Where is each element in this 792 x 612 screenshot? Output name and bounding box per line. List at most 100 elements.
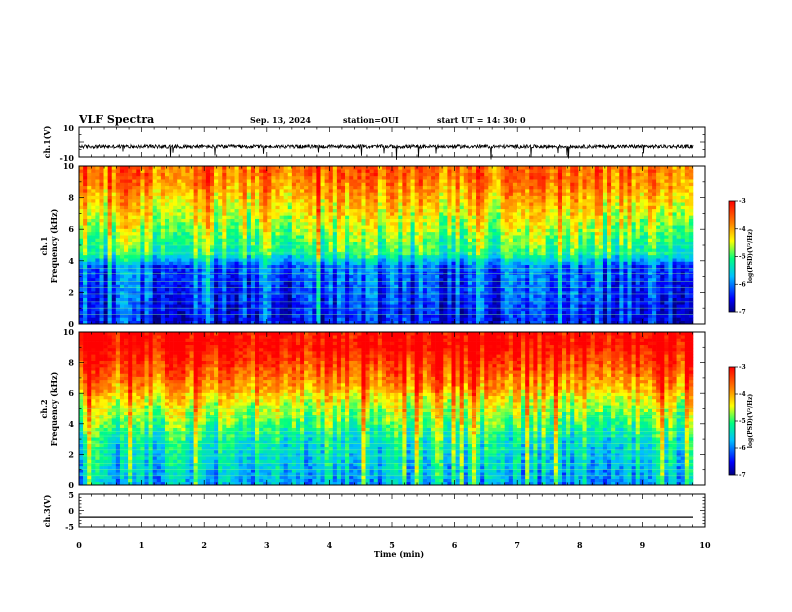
spectrogram-cell xyxy=(459,297,465,302)
spectrogram-cell xyxy=(185,297,190,302)
spectrogram-cell xyxy=(471,228,477,233)
spectrogram-cell xyxy=(271,281,276,285)
spectrogram-cell xyxy=(492,268,497,272)
spectrogram-cell xyxy=(332,274,338,279)
spectrogram-cell xyxy=(381,258,387,262)
spectrogram-cell xyxy=(320,320,325,325)
spectrogram-cell xyxy=(390,261,395,266)
spectrogram-cell xyxy=(394,198,399,203)
spectrogram-cell xyxy=(410,268,415,272)
spectrogram-cell xyxy=(283,212,289,216)
spectrogram-cell xyxy=(242,208,248,213)
spectrogram-cell xyxy=(95,258,100,262)
spectrogram-cell xyxy=(332,185,338,190)
spectrogram-cell xyxy=(279,310,284,315)
spectrogram-cell xyxy=(128,235,133,239)
spectrogram-cell xyxy=(234,182,239,187)
spectrogram-cell xyxy=(169,287,174,292)
spectrogram-cell xyxy=(336,212,342,216)
spectrogram-cell xyxy=(119,195,125,200)
spectrogram-cell xyxy=(259,314,264,318)
spectrogram-cell xyxy=(492,314,497,318)
spectrogram-cell xyxy=(369,172,375,177)
spectrogram-cell xyxy=(169,205,174,210)
spectrogram-cell xyxy=(234,231,239,236)
spectrogram-cell xyxy=(357,264,362,269)
spectrogram-cell xyxy=(132,189,137,193)
spectrogram-cell xyxy=(246,294,252,298)
spectrogram-cell xyxy=(353,198,358,203)
spectrogram-cell xyxy=(492,274,497,279)
spectrogram-cell xyxy=(111,225,117,229)
spectrogram-cell xyxy=(316,245,321,249)
spectrogram-cell xyxy=(398,264,403,269)
spectrogram-cell xyxy=(115,212,121,216)
spectrogram-cell xyxy=(439,314,444,318)
spectrogram-cell xyxy=(99,281,104,285)
spectrogram-cell xyxy=(349,310,354,315)
spectrogram-cell xyxy=(324,277,329,282)
spectrogram-cell xyxy=(132,175,137,180)
spectrogram-cell xyxy=(222,218,227,223)
spectrogram-cell xyxy=(484,238,489,243)
spectrogram-cell xyxy=(439,218,444,223)
spectrogram-cell xyxy=(451,291,456,295)
spectrogram-cell xyxy=(357,297,362,302)
spectrogram-cell xyxy=(107,300,113,305)
spectrogram-cell xyxy=(238,212,244,216)
spectrogram-cell xyxy=(136,251,141,256)
spectrogram-cell xyxy=(136,172,141,177)
spectrogram-cell xyxy=(218,218,223,223)
spectrogram-cell xyxy=(169,218,174,223)
spectrogram-cell xyxy=(324,166,329,170)
spectrogram-cell xyxy=(312,215,317,219)
spectrogram-cell xyxy=(467,208,473,213)
spectrogram-cell xyxy=(300,297,305,302)
spectrogram-cell xyxy=(115,248,121,252)
spectrogram-cell xyxy=(435,304,440,308)
spectrogram-cell xyxy=(291,251,297,256)
spectrogram-cell xyxy=(304,320,309,325)
spectrogram-cell xyxy=(295,202,301,206)
spectrogram-cell xyxy=(422,205,428,210)
spectrogram-cell xyxy=(316,208,321,213)
spectrogram-cell xyxy=(205,212,211,216)
spectrogram-cell xyxy=(189,274,194,279)
spectrogram-cell xyxy=(144,228,149,233)
spectrogram-cell xyxy=(295,185,301,190)
spectrogram-cell xyxy=(124,205,129,210)
spectrogram-cell xyxy=(152,202,158,206)
spectrogram-cell xyxy=(431,284,436,289)
spectrogram-cell xyxy=(87,182,92,187)
spectrogram-cell xyxy=(328,264,334,269)
spectrogram-cell xyxy=(259,294,264,298)
spectrogram-cell xyxy=(218,300,223,305)
spectrogram-cell xyxy=(377,231,383,236)
spectrogram-cell xyxy=(79,202,84,206)
spectrogram-cell xyxy=(205,291,211,295)
spectrogram-cell xyxy=(91,245,96,249)
spectrogram-cell xyxy=(304,215,309,219)
spectrogram-cell xyxy=(480,189,485,193)
spectrogram-cell xyxy=(83,304,88,308)
spectrogram-cell xyxy=(115,215,121,219)
spectrogram-cell xyxy=(459,277,465,282)
spectrogram-cell xyxy=(181,218,186,223)
spectrogram-cell xyxy=(402,238,407,243)
spectrogram-cell xyxy=(410,291,415,295)
spectrogram-cell xyxy=(345,281,350,285)
spectrogram-cell xyxy=(205,192,211,196)
spectrogram-cell xyxy=(173,254,178,259)
spectrogram-cell xyxy=(91,169,96,173)
spectrogram-cell xyxy=(107,261,113,266)
spectrogram-cell xyxy=(345,198,350,203)
spectrogram-cell xyxy=(193,251,198,256)
spectrogram-cell xyxy=(308,261,313,266)
spectrogram-cell xyxy=(283,221,289,226)
spectrogram-cell xyxy=(87,251,92,256)
spectrogram-cell xyxy=(230,228,235,233)
spectrogram-cell xyxy=(426,284,432,289)
spectrogram-cell xyxy=(140,205,145,210)
spectrogram-cell xyxy=(476,268,481,272)
spectrogram-cell xyxy=(136,245,141,249)
